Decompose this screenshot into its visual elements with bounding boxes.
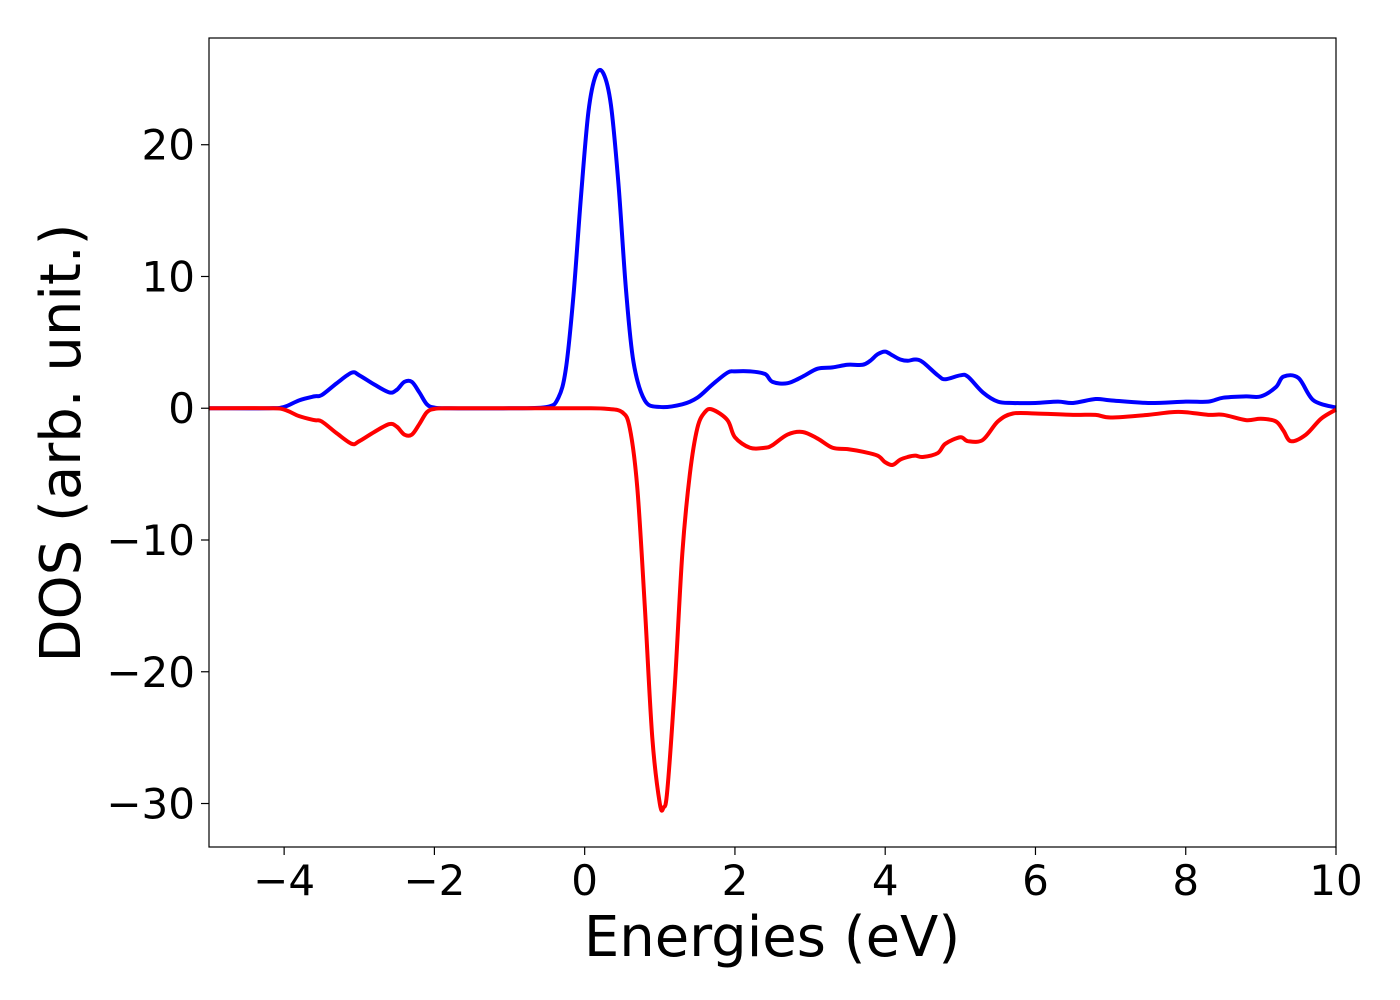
x-axis-title: Energies (eV) [584,905,960,970]
x-tick-label: 2 [722,856,749,905]
x-tick-label: 0 [571,856,598,905]
x-tick-label: 10 [1309,856,1362,905]
x-axis-ticks: −4 −2 0 2 4 6 8 10 [253,847,1363,905]
x-tick-label: −4 [253,856,315,905]
x-tick-label: 6 [1022,856,1049,905]
series-layer [208,67,1338,813]
y-tick-label: −30 [106,780,195,829]
y-axis-ticks: 20 10 0 −10 −20 −30 [106,121,209,829]
y-tick-label: −10 [106,516,195,565]
y-tick-label: 20 [142,121,195,170]
series-line-1 [208,67,1337,411]
x-tick-label: 4 [872,856,899,905]
y-tick-label: −20 [106,648,195,697]
plot-frame [208,37,1337,848]
series-line-2 [208,406,1338,813]
x-tick-label: 8 [1172,856,1199,905]
y-tick-label: 10 [142,252,195,301]
y-tick-label: 0 [168,384,195,433]
y-axis-title: DOS (arb. unit.) [29,223,94,662]
x-tick-label: −2 [403,856,465,905]
